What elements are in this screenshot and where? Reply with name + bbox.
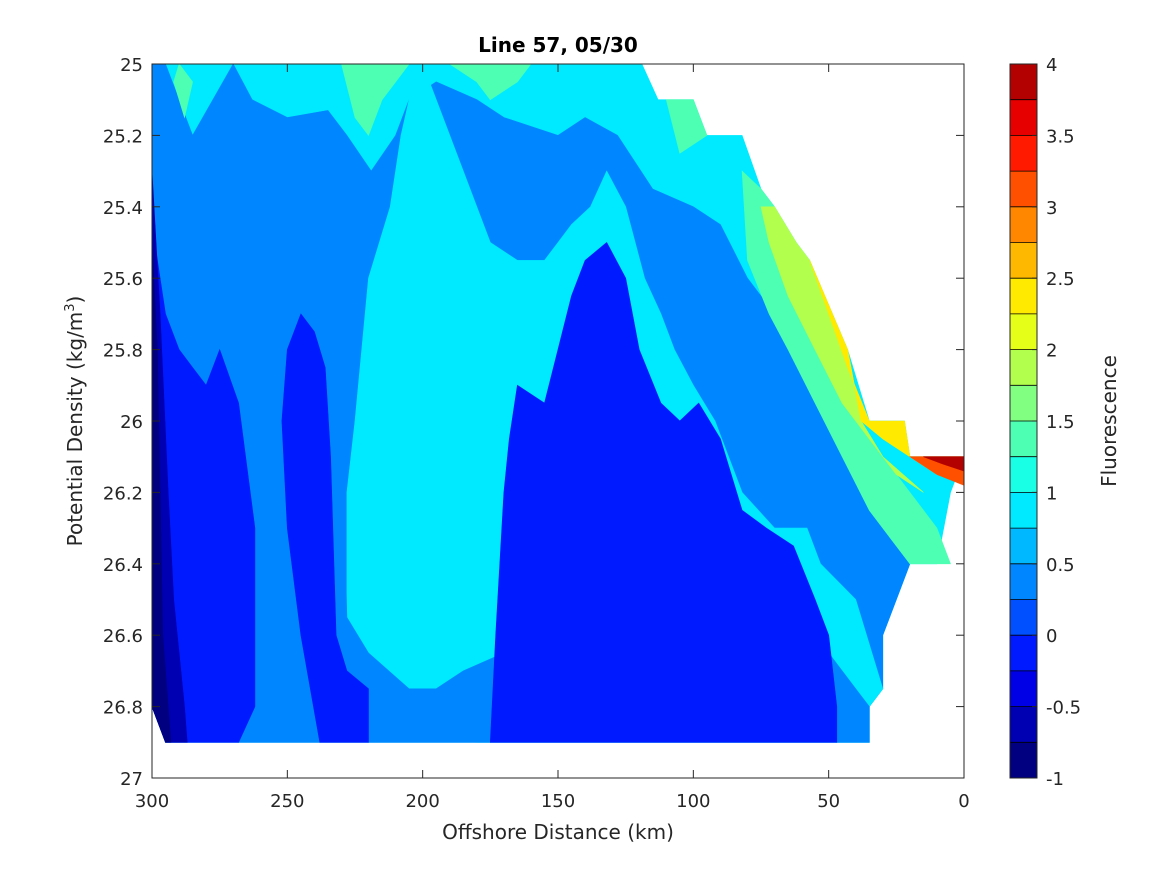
contour-region-10 — [341, 64, 410, 137]
colorbar-segment — [1010, 385, 1037, 421]
contour-region-15 — [809, 260, 964, 475]
chart-title: Line 57, 05/30 — [478, 33, 638, 57]
x-tick-label: 50 — [817, 791, 840, 812]
contour-region-11 — [449, 64, 532, 101]
colorbar-label: Fluorescence — [1097, 355, 1121, 487]
y-tick-label: 25 — [120, 55, 143, 76]
y-tick-label: 25.6 — [103, 269, 143, 290]
x-tick-label: 300 — [135, 791, 169, 812]
x-axis-label: Offshore Distance (km) — [442, 820, 674, 844]
x-tick-label: 150 — [541, 791, 575, 812]
colorbar-segment — [1010, 492, 1037, 529]
colorbar-segment — [1010, 99, 1037, 136]
y-axis-label-text: Potential Density (kg/m — [63, 312, 87, 547]
colorbar-ticks: 4 3.5 3 2.5 2 1.5 1 0.5 0 -0.5 -1 — [1032, 55, 1081, 790]
y-tick-label: 26 — [120, 412, 143, 433]
y-axis-label: Potential Density (kg/m3) — [63, 296, 87, 547]
plot-area — [151, 63, 965, 779]
x-tick-label: 250 — [270, 791, 304, 812]
colorbar-segment — [1010, 135, 1037, 172]
colorbar-segment — [1010, 599, 1037, 636]
colorbar-segment — [1010, 670, 1037, 707]
colorbar-segment — [1010, 64, 1037, 100]
colorbar-tick-label: 2.5 — [1046, 269, 1075, 290]
colorbar-segment — [1010, 171, 1037, 207]
y-tick-label: 25.4 — [103, 198, 143, 219]
colorbar-tick-label: 1.5 — [1046, 412, 1075, 433]
colorbar-segment — [1010, 242, 1037, 279]
colorbar-tick-label: 4 — [1046, 55, 1057, 76]
y-axis-ticks: 25 25.2 25.4 25.6 25.8 26 26.2 26.4 26.6 26.8 27 — [103, 55, 964, 790]
colorbar-tick-label: 0.5 — [1046, 555, 1075, 576]
colorbar-segment — [1010, 635, 1037, 671]
colorbar-tick-label: 2 — [1046, 341, 1057, 362]
colorbar-segment — [1010, 706, 1037, 743]
y-axis-label-superscript: 3 — [63, 303, 78, 311]
y-axis-label-suffix: ) — [63, 296, 87, 304]
contour-region-8 — [152, 242, 172, 743]
y-tick-label: 26.8 — [103, 698, 143, 719]
colorbar-tick-label: 3 — [1046, 198, 1057, 219]
contour-region-6 — [489, 242, 838, 743]
colorbar-tick-label: 0 — [1046, 626, 1057, 647]
x-tick-label: 100 — [676, 791, 710, 812]
colorbar-tick-label: 1 — [1046, 483, 1057, 504]
contour-regions — [152, 64, 964, 743]
y-tick-label: 26.2 — [103, 483, 143, 504]
colorbar-segment — [1010, 421, 1037, 457]
colorbar-tick-label: 3.5 — [1046, 126, 1075, 147]
colorbar-segments — [1010, 64, 1037, 779]
y-tick-label: 26.4 — [103, 555, 143, 576]
colorbar-segment — [1010, 528, 1037, 564]
contour-region-5 — [281, 313, 369, 743]
colorbar-segment — [1010, 349, 1037, 386]
colorbar-segment — [1010, 456, 1037, 493]
contour-region-12 — [665, 99, 708, 154]
contour-region-17 — [923, 456, 964, 472]
contour-region-9 — [173, 64, 193, 119]
y-tick-label: 25.8 — [103, 341, 143, 362]
colorbar-tick-label: -1 — [1046, 769, 1064, 790]
colorbar-segment — [1010, 278, 1037, 314]
colorbar-segment — [1010, 563, 1037, 600]
y-tick-label: 25.2 — [103, 126, 143, 147]
x-axis-ticks: 300 250 200 150 100 50 0 — [135, 64, 970, 812]
colorbar: 4 3.5 3 2.5 2 1.5 1 0.5 0 -0.5 -1 Fluorescence — [1009, 55, 1121, 790]
colorbar-segment — [1010, 313, 1037, 350]
colorbar-tick-label: -0.5 — [1046, 698, 1081, 719]
colorbar-segment — [1010, 206, 1037, 243]
x-tick-label: 0 — [958, 791, 969, 812]
colorbar-segment — [1010, 742, 1037, 778]
x-tick-label: 200 — [405, 791, 439, 812]
y-tick-label: 26.6 — [103, 626, 143, 647]
y-tick-label: 27 — [120, 769, 143, 790]
